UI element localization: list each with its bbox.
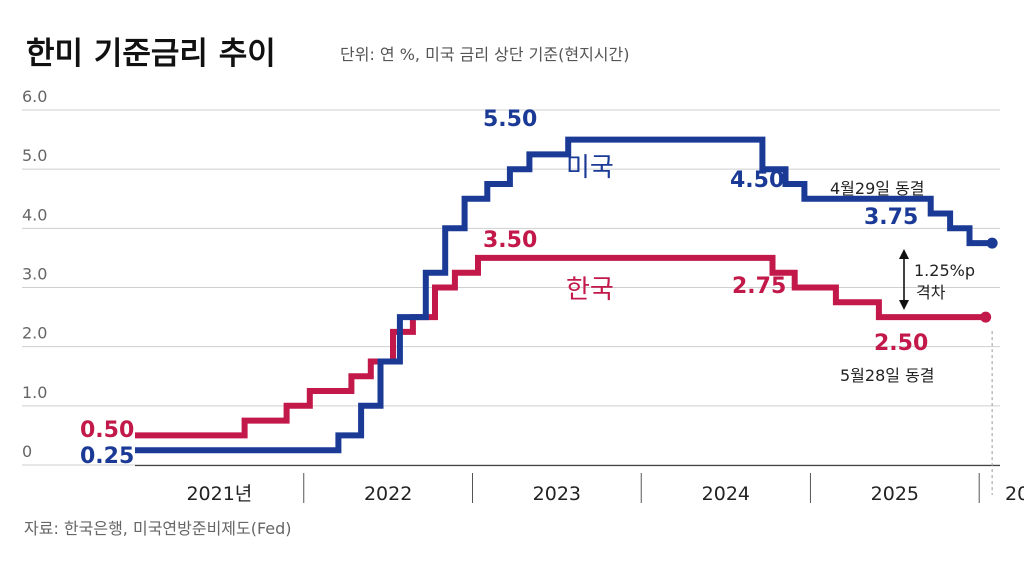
us-end-label: 3.75 xyxy=(864,205,918,230)
y-tick-label: 4.0 xyxy=(22,205,47,224)
us-peak-label: 5.50 xyxy=(483,107,537,132)
y-tick-label: 0 xyxy=(22,442,32,461)
y-tick-label: 1.0 xyxy=(22,383,47,402)
x-tick-label: 2023 xyxy=(533,483,581,505)
y-axis-ticks: 0 1.0 2.0 3.0 4.0 5.0 6.0 xyxy=(22,87,47,461)
us-end-note: 4월29일 동결 xyxy=(830,179,925,198)
gap-value: 1.25%p xyxy=(914,261,975,280)
source-note: 자료: 한국은행, 미국연방준비제도(Fed) xyxy=(24,519,292,538)
gap-arrow-down-head xyxy=(899,300,909,310)
gap-label: 격차 xyxy=(916,283,946,302)
gap-arrow-up-head xyxy=(899,249,909,259)
y-tick-label: 2.0 xyxy=(22,324,47,343)
korea-end-label: 2.50 xyxy=(874,331,928,356)
x-tick-label: 2022 xyxy=(364,483,412,505)
korea-end-marker xyxy=(980,311,992,323)
korea-peak-label: 3.50 xyxy=(483,228,537,253)
korea-end-note: 5월28일 동결 xyxy=(840,366,935,385)
us-mid-label: 4.50 xyxy=(730,168,784,193)
x-tick-label: 2025 xyxy=(871,483,919,505)
y-tick-label: 3.0 xyxy=(22,265,47,284)
annotations: 0.50 0.25 5.50 3.50 미국 한국 4.50 2.75 4월29… xyxy=(80,107,975,469)
us-rate-line xyxy=(135,136,993,454)
korea-series-label: 한국 xyxy=(566,275,614,305)
chart-subtitle: 단위: 연 %, 미국 금리 상단 기준(현지시간) xyxy=(340,45,629,64)
korea-start-label: 0.50 xyxy=(80,418,134,443)
x-tick-label: 2021년 xyxy=(186,483,252,505)
grid-lines xyxy=(22,109,1000,466)
korea-mid-label: 2.75 xyxy=(732,274,786,299)
x-axis: 2021년 2022 2023 2024 2025 2026 xyxy=(135,331,1024,505)
series-lines xyxy=(135,136,993,454)
x-tick-label: 2026 xyxy=(1005,483,1024,505)
x-tick-label: 2024 xyxy=(702,483,750,505)
y-tick-label: 6.0 xyxy=(22,87,47,106)
us-end-marker xyxy=(986,237,998,249)
end-markers xyxy=(980,237,998,323)
us-series-label: 미국 xyxy=(566,153,614,183)
us-start-label: 0.25 xyxy=(80,444,134,469)
chart-title: 한미 기준금리 추이 xyxy=(26,36,276,72)
y-tick-label: 5.0 xyxy=(22,146,47,165)
